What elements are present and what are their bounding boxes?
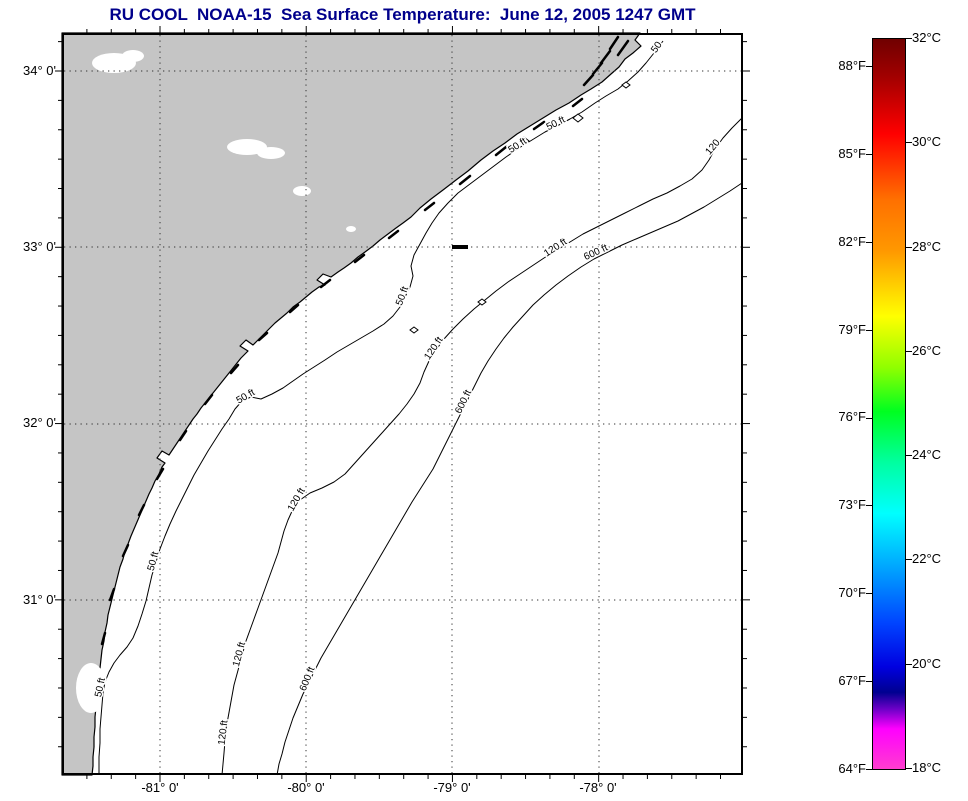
colorbar-tick-c <box>906 350 912 352</box>
colorbar-tick-c <box>906 559 912 561</box>
lon-axis-label: -78° 0' <box>579 780 617 795</box>
colorbar-tick-f <box>866 329 872 331</box>
colorbar-tick-f <box>866 505 872 507</box>
colorbar-label-f: 76°F <box>838 409 866 424</box>
lat-axis-label: 31° 0' <box>23 592 56 607</box>
colorbar-label-c: 26°C <box>912 343 942 358</box>
colorbar-tick-f <box>866 593 872 595</box>
colorbar-tick-f <box>866 417 872 419</box>
contour-label: 120 ft <box>217 719 231 745</box>
lon-axis-label: -81° 0' <box>141 780 179 795</box>
lat-axis-label: 32° 0' <box>23 415 56 430</box>
colorbar-label-f: 88°F <box>838 58 866 73</box>
colorbar-tick-c <box>906 38 912 39</box>
depth-contour-50ft <box>98 40 664 775</box>
colorbar-tick-f <box>866 153 872 155</box>
colorbar-label-c: 22°C <box>912 551 942 566</box>
colorbar-tick-f <box>866 241 872 243</box>
depth-contour-600ft <box>276 182 743 776</box>
depth-contour-120ft <box>221 117 743 776</box>
colorbar-tick-f <box>866 66 872 67</box>
colorbar-label-c: 32°C <box>912 30 942 45</box>
lat-axis-label: 34° 0' <box>23 63 56 78</box>
colorbar-tick-c <box>906 142 912 144</box>
colorbar-tick-c <box>906 455 912 457</box>
coastal-marsh-texture <box>100 35 630 646</box>
axis-ticks <box>55 26 750 782</box>
colorbar-label-c: 18°C <box>912 760 942 775</box>
colorbar-tick-c <box>906 246 912 248</box>
lat-axis-label: 33° 0' <box>23 239 56 254</box>
colorbar-gradient <box>872 38 906 770</box>
cloud-patches <box>76 50 356 713</box>
colorbar-tick-c <box>906 663 912 665</box>
colorbar-label-c: 24°C <box>912 447 942 462</box>
lon-axis-label: -80° 0' <box>287 780 325 795</box>
colorbar-label-f: 67°F <box>838 673 866 688</box>
colorbar-label-f: 82°F <box>838 234 866 249</box>
colorbar-label-f: 85°F <box>838 146 866 161</box>
colorbar-label-f: 79°F <box>838 322 866 337</box>
data-artifact-dash <box>452 245 468 249</box>
colorbar-label-f: 70°F <box>838 585 866 600</box>
colorbar <box>866 38 912 770</box>
colorbar-label-f: 64°F <box>838 761 866 776</box>
colorbar-tick-f <box>866 681 872 683</box>
colorbar-label-c: 28°C <box>912 239 942 254</box>
colorbar-label-c: 30°C <box>912 134 942 149</box>
colorbar-tick-c <box>906 768 912 770</box>
land-region <box>61 32 642 776</box>
colorbar-label-c: 20°C <box>912 656 942 671</box>
plot-border <box>62 33 743 775</box>
graticule <box>64 35 741 773</box>
colorbar-tick-f <box>866 769 872 770</box>
page-title: RU COOL NOAA-15 Sea Surface Temperature:… <box>109 5 696 24</box>
colorbar-label-f: 73°F <box>838 497 866 512</box>
map-plot: 50 50 ft 50 ft 120 120 ft 600 ft 50 ft 1… <box>55 26 750 782</box>
lon-axis-label: -79° 0' <box>433 780 471 795</box>
contour-islets <box>409 81 631 334</box>
